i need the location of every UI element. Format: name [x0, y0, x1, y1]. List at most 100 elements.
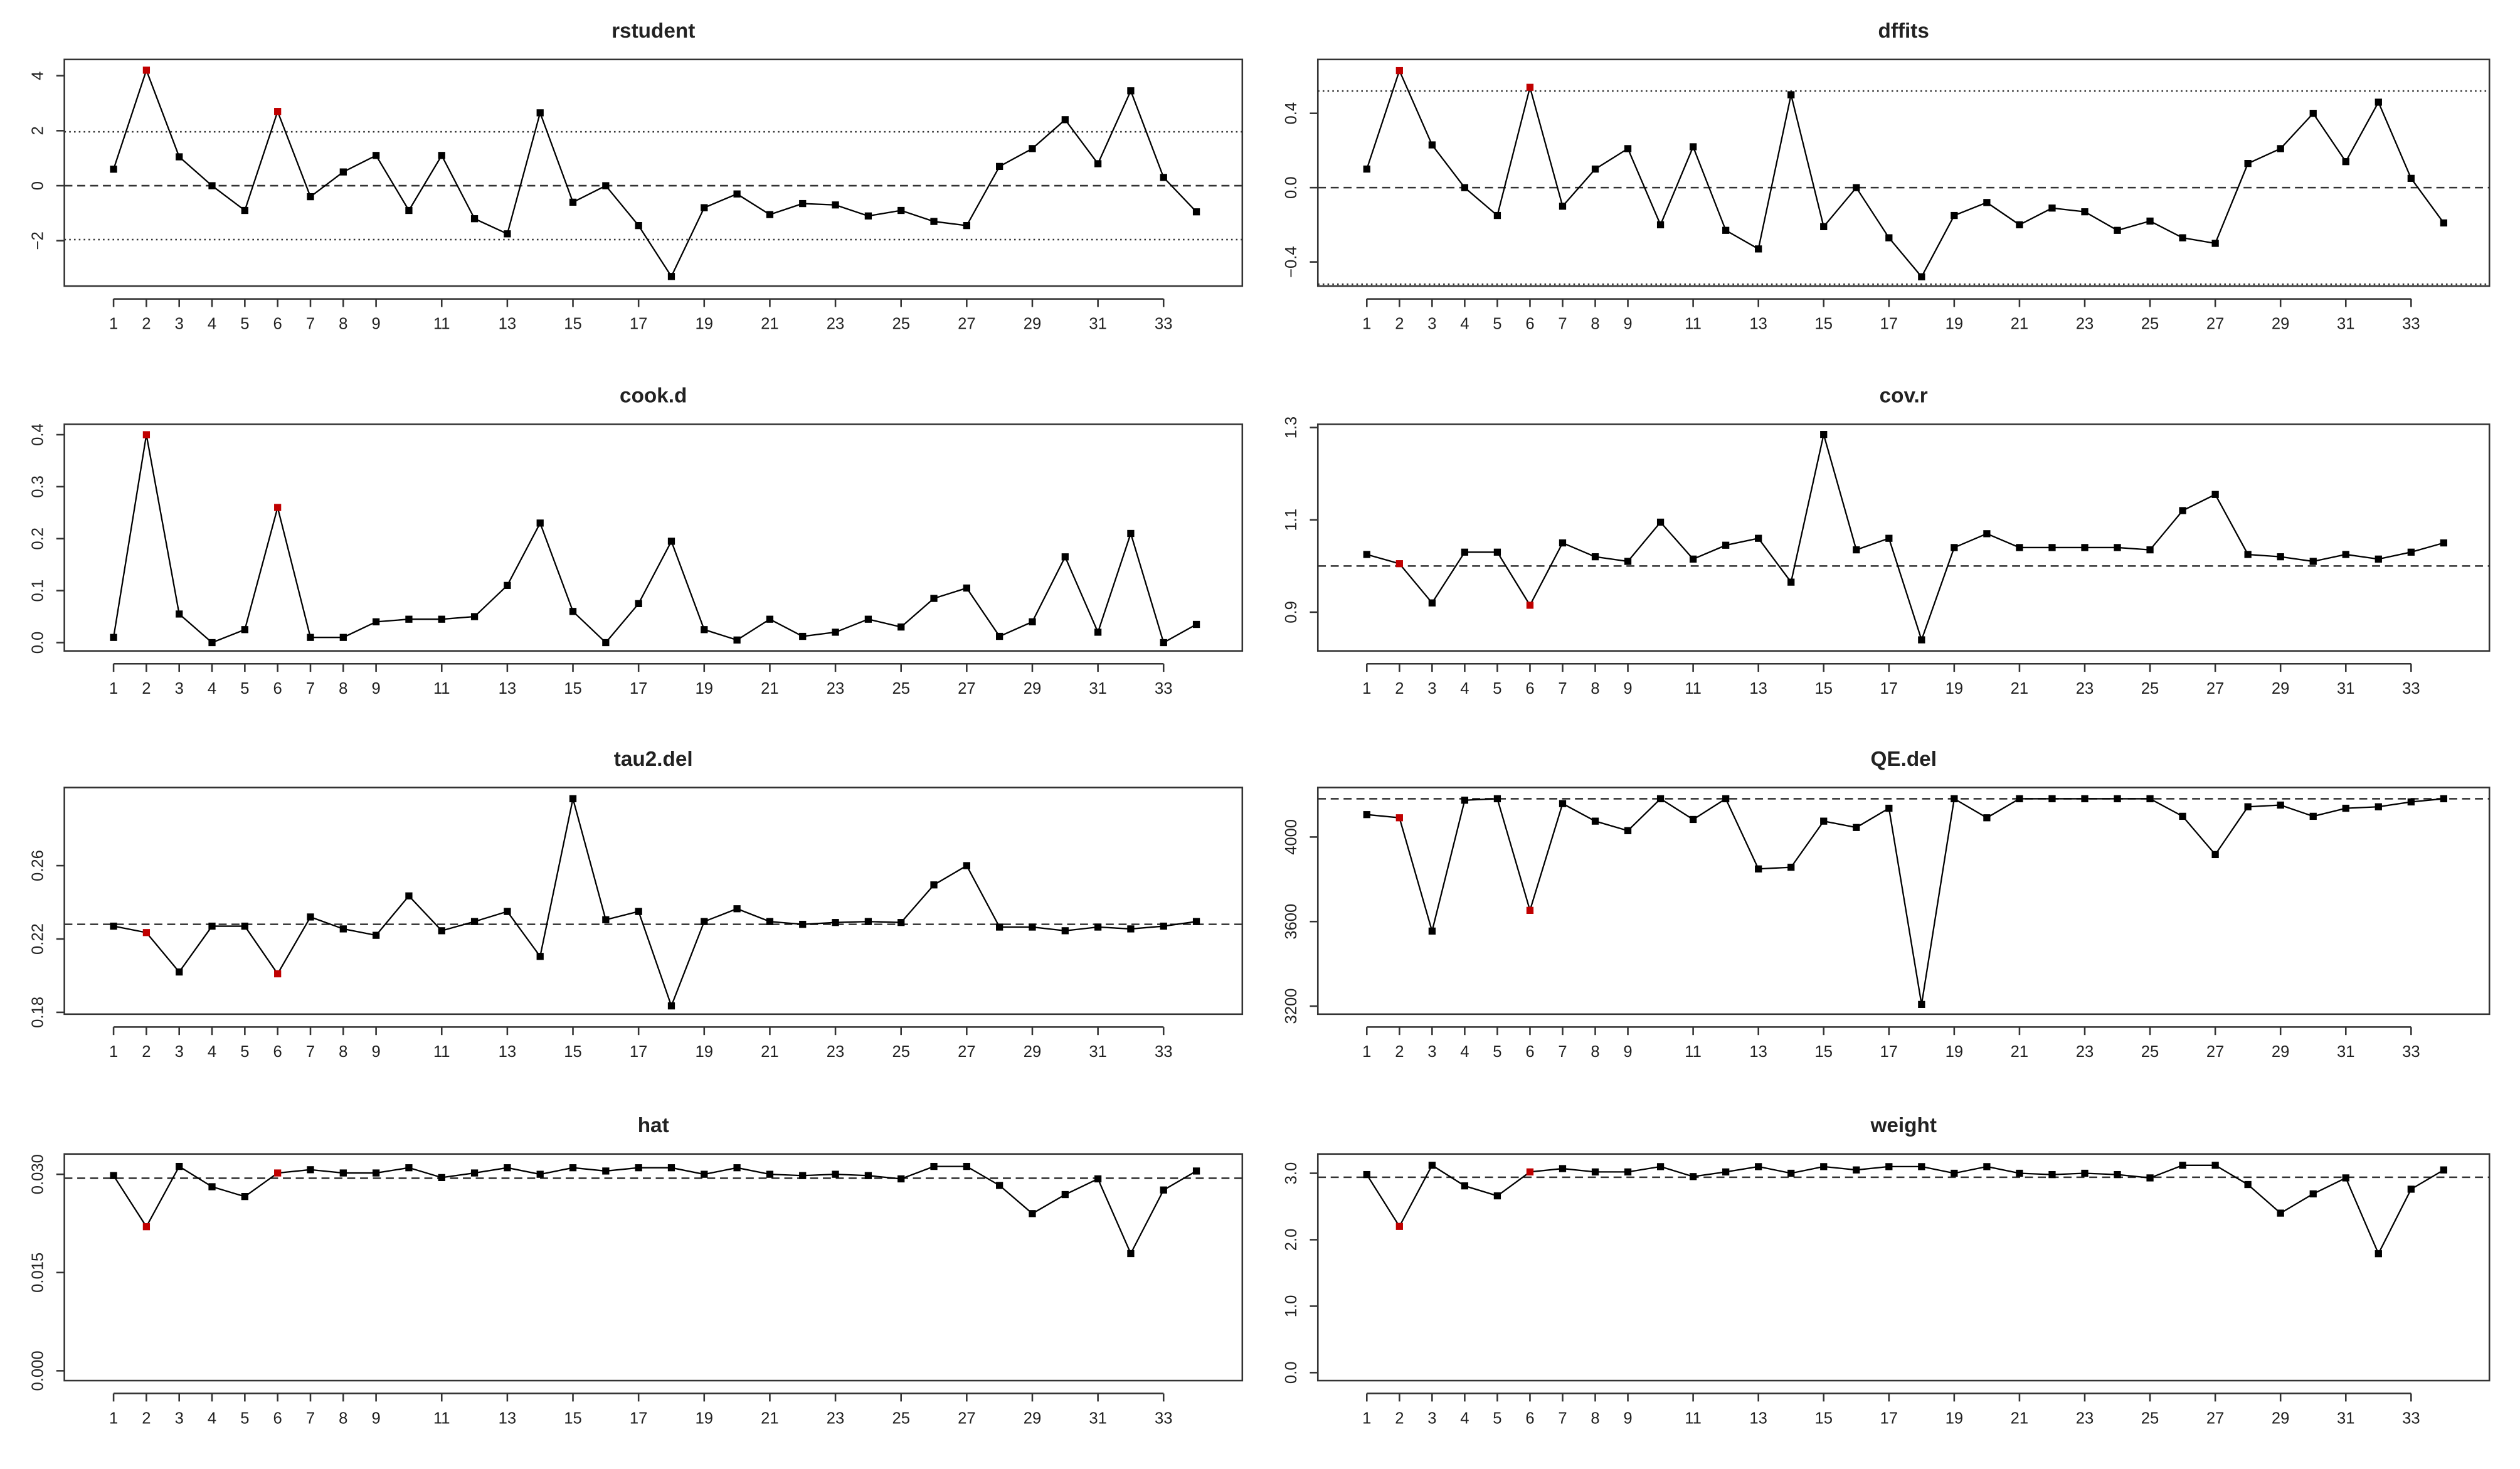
x-tick-label: 25: [2141, 315, 2159, 332]
data-point: [2277, 553, 2284, 561]
data-point: [766, 918, 774, 925]
x-tick-label: 13: [1749, 1043, 1767, 1061]
x-tick-label: 9: [371, 315, 380, 332]
data-point: [1722, 226, 1730, 234]
x-tick-label: 33: [2402, 1043, 2420, 1061]
x-tick-label: 9: [371, 1043, 380, 1061]
x-tick-label: 1: [109, 315, 118, 332]
y-tick-label: 0.030: [29, 1154, 46, 1194]
x-tick-label: 29: [2272, 1043, 2290, 1061]
x-tick-label: 6: [273, 680, 282, 697]
data-point: [1885, 804, 1893, 812]
data-point: [2048, 204, 2056, 212]
x-tick-label: 33: [1155, 680, 1173, 697]
data-point: [470, 613, 479, 620]
x-tick-label: 23: [2076, 680, 2094, 697]
data-point: [2081, 208, 2089, 216]
data-point: [832, 201, 839, 209]
data-point: [2211, 491, 2219, 498]
data-point: [1689, 1173, 1697, 1180]
x-tick-label: 13: [1749, 680, 1767, 697]
x-tick-label: 27: [2206, 1409, 2225, 1427]
x-tick-label: 21: [2011, 680, 2029, 697]
data-point: [2407, 1185, 2415, 1193]
x-tick-label: 29: [1024, 1043, 1042, 1061]
data-point: [2211, 240, 2219, 247]
x-tick-label: 23: [2076, 1043, 2094, 1061]
x-tick-label: 31: [2337, 1043, 2355, 1061]
x-tick-label: 19: [696, 315, 714, 332]
x-tick-label: 5: [240, 315, 249, 332]
x-tick-label: 1: [1362, 1043, 1371, 1061]
data-point: [1624, 827, 1632, 834]
y-tick-label: 0.26: [29, 850, 46, 881]
data-point: [2277, 1209, 2284, 1217]
data-point: [2146, 546, 2154, 554]
x-tick-label: 19: [1946, 315, 1964, 332]
data-point: [799, 199, 807, 208]
data-point: [208, 639, 216, 647]
panel-title: cov.r: [1880, 384, 1928, 408]
data-point: [1983, 1163, 1991, 1170]
data-point: [1656, 795, 1665, 803]
panel-title: dffits: [1878, 19, 1929, 43]
x-tick-label: 31: [2337, 680, 2355, 697]
data-point: [1127, 1249, 1135, 1258]
data-point: [1787, 1169, 1795, 1177]
x-tick-label: 9: [371, 1409, 380, 1427]
data-point: [2309, 812, 2317, 820]
x-tick-label: 21: [2011, 315, 2029, 332]
x-tick-label: 29: [2272, 1409, 2290, 1427]
data-point: [2179, 507, 2186, 514]
x-tick-label: 23: [2076, 1409, 2094, 1427]
data-point: [536, 109, 544, 117]
x-tick-label: 19: [696, 1043, 714, 1061]
x-tick-label: 8: [339, 315, 347, 332]
plot-frame: [1316, 1153, 2491, 1382]
x-tick-label: 31: [1089, 315, 1107, 332]
x-tick-label: 23: [827, 680, 845, 697]
data-point: [1127, 925, 1135, 933]
data-point: [504, 581, 511, 589]
y-tick-label: 4000: [1283, 819, 1300, 855]
panel-title: rstudent: [611, 19, 695, 43]
x-tick-label: 15: [1814, 1043, 1833, 1061]
x-tick-label: 27: [958, 680, 976, 697]
data-point: [930, 218, 938, 225]
x-tick-label: 31: [1089, 680, 1107, 697]
data-point: [1559, 203, 1567, 210]
x-tick-label: 8: [1591, 1043, 1599, 1061]
x-tick-label: 11: [1685, 1409, 1702, 1427]
data-point: [1061, 116, 1069, 124]
x-tick-label: 5: [240, 680, 249, 697]
data-point: [1853, 546, 1860, 554]
x-tick-label: 33: [1155, 1409, 1173, 1427]
data-point: [470, 215, 479, 223]
x-tick-label: 3: [175, 315, 184, 332]
data-point: [1061, 553, 1069, 561]
x-tick-label: 15: [1814, 680, 1833, 697]
x-tick-label: 7: [1558, 315, 1567, 332]
data-point: [1526, 83, 1534, 91]
data-point: [438, 1174, 445, 1182]
data-point: [569, 1164, 577, 1172]
data-point: [208, 1183, 216, 1191]
data-point: [1983, 814, 1991, 822]
data-point: [110, 634, 117, 641]
plot-frame: [63, 1153, 1244, 1382]
x-tick-label: 3: [1427, 1043, 1436, 1061]
x-tick-label: 27: [2206, 680, 2225, 697]
x-tick-label: 21: [761, 680, 779, 697]
x-tick-label: 1: [109, 1043, 118, 1061]
x-tick-label: 7: [1558, 1043, 1567, 1061]
x-tick-label: 6: [273, 315, 282, 332]
data-point: [1820, 431, 1828, 438]
data-point: [1755, 245, 1762, 253]
data-point: [2407, 798, 2415, 806]
data-point: [569, 198, 577, 206]
data-line: [113, 798, 1197, 1009]
data-point: [372, 152, 380, 159]
y-tick-label: 4: [29, 72, 46, 80]
x-tick-label: 7: [306, 315, 315, 332]
